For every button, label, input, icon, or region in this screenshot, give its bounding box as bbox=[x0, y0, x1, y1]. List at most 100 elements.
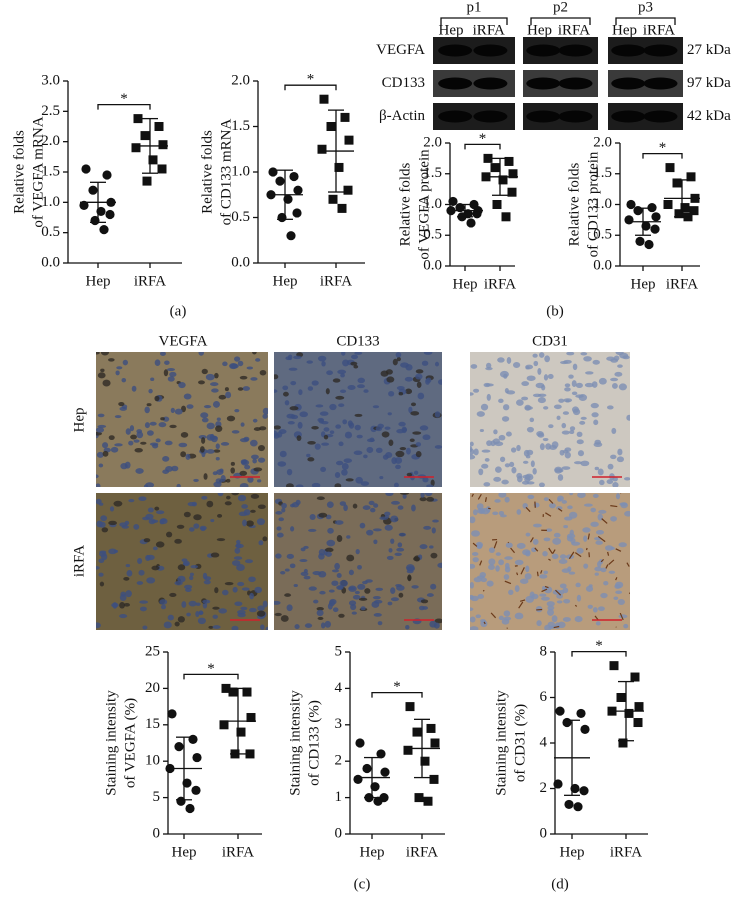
nucleus bbox=[385, 369, 393, 375]
nucleus bbox=[415, 451, 422, 458]
nucleus bbox=[375, 447, 383, 453]
nucleus bbox=[388, 390, 395, 397]
nucleus bbox=[475, 614, 481, 619]
nucleus bbox=[544, 355, 551, 363]
nucleus bbox=[274, 612, 282, 617]
data-point bbox=[96, 206, 106, 217]
nucleus bbox=[169, 371, 177, 377]
y-tick-label: 0.0 bbox=[41, 254, 60, 270]
nucleus bbox=[249, 592, 254, 600]
nucleus bbox=[185, 453, 191, 460]
nucleus bbox=[128, 498, 135, 503]
nucleus bbox=[432, 519, 439, 523]
vessel bbox=[548, 558, 551, 561]
nucleus bbox=[99, 581, 105, 587]
nucleus bbox=[495, 552, 501, 556]
nucleus bbox=[561, 430, 570, 435]
nucleus bbox=[224, 501, 232, 506]
nucleus bbox=[139, 606, 147, 612]
nucleus bbox=[481, 463, 489, 469]
nucleus bbox=[325, 551, 332, 557]
nucleus bbox=[568, 571, 576, 575]
nucleus bbox=[553, 404, 562, 410]
nucleus bbox=[119, 602, 126, 609]
nucleus bbox=[501, 479, 509, 485]
vessel bbox=[607, 551, 610, 556]
nucleus bbox=[328, 589, 335, 593]
nucleus bbox=[177, 575, 186, 583]
nucleus bbox=[222, 589, 229, 596]
data-point bbox=[624, 215, 634, 225]
nucleus bbox=[101, 553, 108, 561]
data-point bbox=[624, 708, 634, 718]
significance-bracket bbox=[571, 651, 627, 657]
y-tick-label: 4 bbox=[540, 734, 548, 750]
nucleus bbox=[426, 496, 435, 502]
data-point bbox=[466, 218, 476, 228]
nucleus bbox=[521, 480, 530, 485]
nucleus bbox=[420, 599, 429, 604]
nucleus bbox=[176, 483, 181, 487]
nucleus bbox=[566, 352, 575, 356]
nucleus bbox=[594, 566, 602, 572]
data-point bbox=[102, 170, 112, 180]
nucleus bbox=[505, 542, 513, 548]
data-point bbox=[573, 802, 583, 812]
nucleus bbox=[351, 611, 357, 615]
nucleus bbox=[488, 564, 495, 570]
nucleus bbox=[314, 443, 321, 450]
nucleus bbox=[344, 431, 353, 439]
y-tick-label: 4 bbox=[335, 680, 343, 696]
data-point bbox=[242, 687, 252, 697]
nucleus bbox=[394, 552, 402, 557]
y-axis-label: Relative folds bbox=[397, 162, 413, 246]
x-tick-label: iRFA bbox=[610, 844, 642, 860]
y-tick-label: 20 bbox=[145, 680, 160, 696]
nucleus bbox=[619, 502, 628, 506]
y-tick-label: 1 bbox=[335, 789, 343, 805]
vessel bbox=[483, 621, 486, 625]
nucleus bbox=[237, 360, 244, 367]
nucleus bbox=[144, 422, 150, 429]
blot-band bbox=[643, 44, 678, 57]
y-tick-label: 1.5 bbox=[41, 163, 60, 179]
nucleus bbox=[247, 476, 254, 483]
nucleus bbox=[336, 535, 343, 542]
nucleus bbox=[553, 532, 561, 538]
size-label: 97 kDa bbox=[687, 75, 731, 91]
nucleus bbox=[368, 500, 375, 506]
nucleus bbox=[176, 524, 185, 529]
nucleus bbox=[308, 586, 317, 591]
data-point bbox=[317, 144, 327, 154]
nucleus bbox=[470, 581, 474, 589]
data-point bbox=[88, 185, 98, 195]
data-point bbox=[430, 738, 440, 748]
nucleus bbox=[498, 511, 505, 516]
vessel bbox=[553, 625, 560, 629]
vessel bbox=[600, 558, 605, 563]
nucleus bbox=[123, 576, 130, 581]
vessel bbox=[548, 547, 553, 554]
nucleus bbox=[149, 421, 157, 426]
nucleus bbox=[424, 493, 433, 497]
nucleus bbox=[282, 385, 289, 391]
nucleus bbox=[337, 369, 347, 375]
nucleus bbox=[248, 576, 256, 583]
data-point bbox=[616, 693, 626, 702]
nucleus bbox=[429, 545, 434, 549]
vessel bbox=[552, 549, 556, 555]
nucleus bbox=[583, 563, 589, 569]
nucleus bbox=[473, 388, 480, 393]
nucleus bbox=[242, 386, 250, 391]
nucleus bbox=[278, 517, 285, 522]
nucleus bbox=[331, 569, 339, 573]
nucleus bbox=[154, 506, 160, 511]
nucleus bbox=[143, 484, 149, 487]
nucleus bbox=[495, 565, 500, 572]
nucleus bbox=[592, 359, 600, 365]
nucleus bbox=[617, 598, 625, 605]
nucleus bbox=[284, 593, 292, 597]
nucleus bbox=[278, 429, 287, 435]
nucleus bbox=[597, 468, 604, 476]
